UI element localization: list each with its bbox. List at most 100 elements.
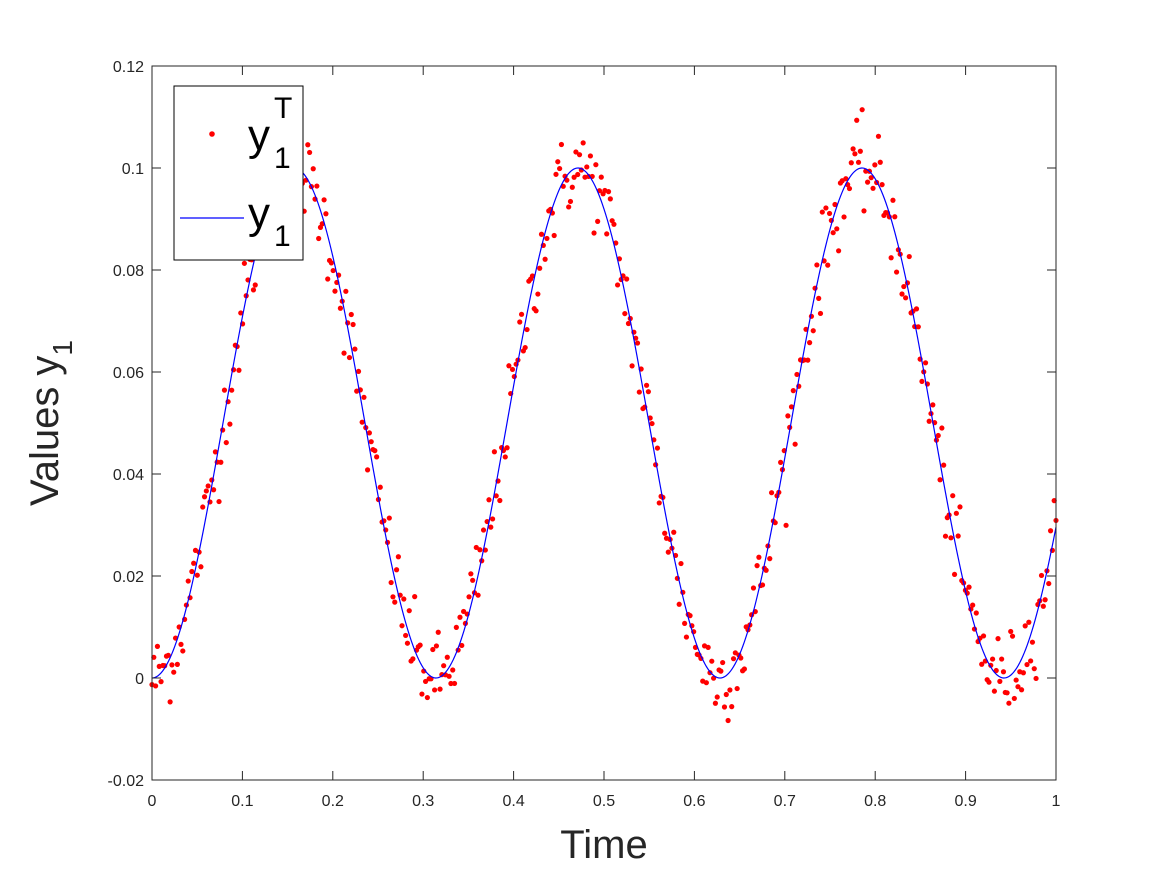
scatter-point	[892, 214, 898, 220]
scatter-point	[636, 389, 642, 395]
x-tick-label: 0.8	[864, 793, 886, 810]
scatter-point	[551, 232, 557, 239]
scatter-point	[185, 578, 191, 584]
scatter-point	[1047, 528, 1054, 534]
scatter-point	[709, 658, 715, 664]
scatter-point	[352, 346, 358, 352]
scatter-point	[446, 673, 452, 679]
scatter-point	[502, 454, 508, 460]
scatter-point	[489, 516, 496, 522]
scatter-point	[993, 667, 999, 674]
scatter-point	[941, 462, 947, 468]
scatter-point	[676, 601, 682, 607]
x-tick-label: 0.7	[774, 793, 796, 810]
scatter-point	[468, 571, 474, 577]
scatter-point	[350, 321, 356, 328]
scatter-point	[948, 535, 954, 541]
scatter-point	[307, 149, 313, 156]
scatter-point	[480, 527, 487, 533]
scatter-point	[341, 350, 347, 356]
scatter-point	[444, 654, 450, 660]
scatter-point	[926, 418, 932, 424]
scatter-point	[598, 174, 604, 180]
scatter-point	[517, 319, 523, 325]
legend-label-y-sub: 1	[274, 220, 291, 253]
scatter-point	[872, 162, 878, 168]
scatter-point	[395, 554, 401, 560]
scatter-point	[151, 654, 157, 660]
scatter-point	[346, 354, 353, 361]
scatter-point	[412, 594, 418, 600]
scatter-point	[403, 632, 409, 639]
scatter-point	[794, 371, 800, 378]
scatter-point	[191, 560, 197, 566]
scatter-point	[417, 642, 423, 648]
scatter-point	[979, 661, 985, 667]
x-tick-label: 0.4	[502, 793, 524, 810]
scatter-point	[430, 646, 436, 653]
scatter-point	[1029, 639, 1036, 645]
x-axis-title: Time	[560, 823, 647, 867]
scatter-point	[678, 560, 684, 567]
y-tick-label: 0	[135, 671, 144, 688]
legend-label-yT-main: y	[248, 111, 270, 160]
scatter-point	[718, 668, 724, 674]
scatter-point	[522, 344, 528, 351]
scatter-point	[937, 477, 943, 483]
scatter-point	[879, 182, 885, 188]
scatter-point	[364, 467, 371, 473]
scatter-point	[1015, 684, 1021, 690]
scatter-point	[571, 174, 577, 180]
scatter-point	[198, 564, 204, 570]
scatter-point	[167, 699, 173, 705]
scatter-point	[741, 666, 748, 672]
scatter-point	[622, 310, 628, 317]
scatter-point	[705, 644, 711, 651]
scatter-point	[814, 262, 820, 268]
scatter-point	[330, 267, 336, 274]
scatter-point	[986, 679, 992, 685]
x-tick-label: 0.3	[412, 793, 434, 810]
scatter-point	[819, 209, 825, 215]
scatter-point	[935, 432, 941, 439]
scatter-point	[1026, 619, 1032, 625]
scatter-point	[158, 679, 164, 685]
y-axis-title: Values y1	[23, 340, 78, 506]
legend-label-y-main: y	[248, 189, 270, 238]
scatter-point	[573, 149, 579, 155]
scatter-point	[451, 680, 458, 687]
scatter-point	[1008, 628, 1014, 635]
scatter-point	[721, 704, 728, 710]
scatter-point	[238, 310, 244, 316]
scatter-point	[841, 214, 847, 220]
scatter-point	[1024, 661, 1030, 668]
scatter-point	[348, 311, 354, 318]
scatter-point	[529, 273, 536, 279]
scatter-point	[575, 171, 581, 178]
scatter-point	[846, 185, 853, 192]
scatter-point	[252, 282, 258, 288]
scatter-point	[504, 445, 510, 451]
scatter-point	[893, 269, 900, 275]
scatter-point	[607, 196, 613, 202]
scatter-point	[942, 533, 949, 539]
scatter-point	[355, 368, 362, 375]
scatter-point	[703, 680, 709, 686]
scatter-point	[1033, 675, 1039, 682]
scatter-point	[665, 549, 671, 555]
scatter-point	[154, 643, 161, 649]
scatter-point	[930, 402, 936, 408]
scatter-point	[890, 197, 896, 203]
x-tick-label: 0.5	[593, 793, 615, 810]
scatter-point	[488, 524, 494, 530]
scatter-point	[316, 235, 322, 242]
scatter-point	[174, 661, 180, 667]
scatter-point	[542, 256, 548, 262]
scatter-point	[901, 283, 907, 290]
scatter-point	[424, 694, 430, 701]
scatter-point	[343, 288, 349, 294]
scatter-point	[557, 165, 563, 172]
scatter-point	[877, 159, 883, 165]
scatter-point	[390, 594, 396, 600]
